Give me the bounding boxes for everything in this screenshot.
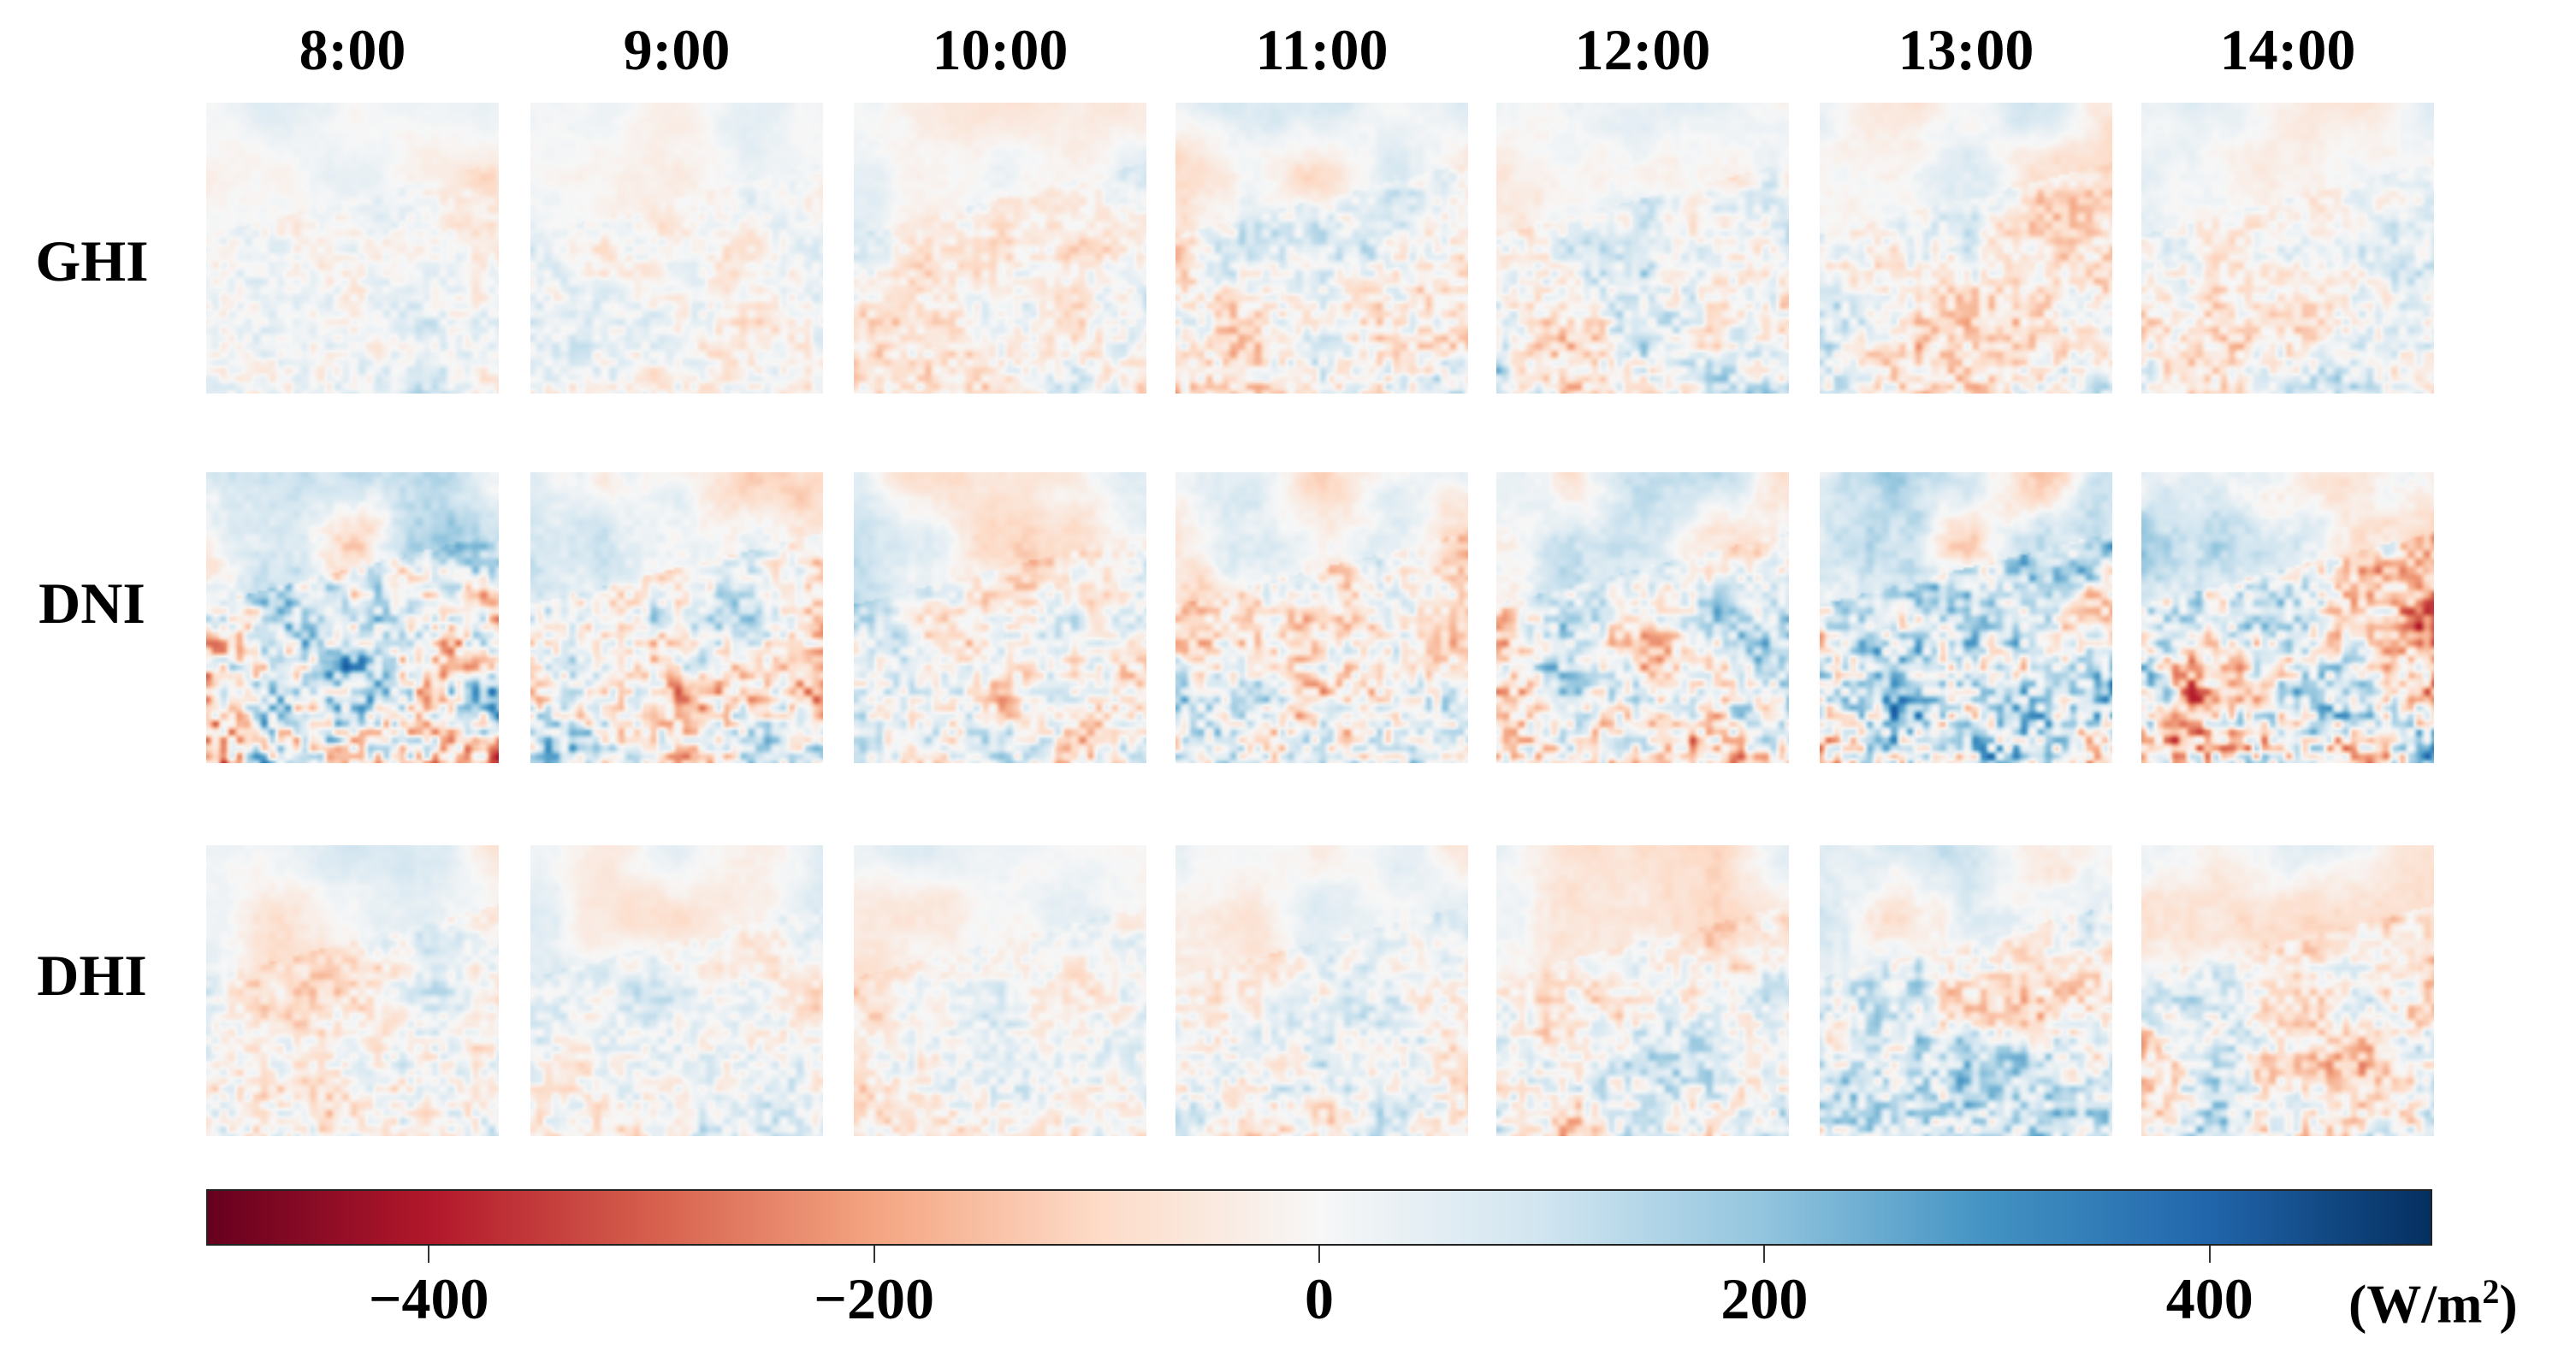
colorbar-tick — [1318, 1246, 1320, 1263]
colorbar-tick — [1763, 1246, 1766, 1263]
colorbar-tick-label: 0 — [1305, 1266, 1334, 1331]
row-label: DHI — [37, 943, 147, 1008]
colorbar-unit-label: (W/m2) — [2348, 1272, 2518, 1335]
colorbar-tick — [873, 1246, 875, 1263]
row-label: GHI — [35, 228, 149, 293]
heatmap-panel-dhi-1400 — [2141, 845, 2434, 1136]
heatmap-panel-dhi-1200 — [1496, 845, 1789, 1136]
column-label: 8:00 — [299, 17, 406, 82]
heatmap-panel-ghi-1300 — [1820, 103, 2112, 394]
colorbar-tick — [2208, 1246, 2211, 1263]
heatmap-panel-dni-1100 — [1175, 472, 1468, 763]
column-label: 12:00 — [1574, 17, 1711, 82]
heatmap-panel-ghi-1000 — [854, 103, 1146, 394]
colorbar-tick — [428, 1246, 430, 1263]
heatmap-panel-dhi-800 — [206, 845, 499, 1136]
heatmap-panel-ghi-1400 — [2141, 103, 2434, 394]
column-label: 10:00 — [932, 17, 1069, 82]
heatmap-panel-ghi-1100 — [1175, 103, 1468, 394]
heatmap-panel-ghi-1200 — [1496, 103, 1789, 394]
column-label: 9:00 — [623, 17, 731, 82]
colorbar-tick-label: −200 — [814, 1266, 934, 1331]
column-label: 14:00 — [2219, 17, 2356, 82]
heatmap-panel-dhi-1300 — [1820, 845, 2112, 1136]
heatmap-panel-dhi-900 — [530, 845, 823, 1136]
heatmap-panel-ghi-900 — [530, 103, 823, 394]
heatmap-panel-dhi-1000 — [854, 845, 1146, 1136]
heatmap-panel-ghi-800 — [206, 103, 499, 394]
heatmap-panel-dhi-1100 — [1175, 845, 1468, 1136]
heatmap-panel-dni-900 — [530, 472, 823, 763]
colorbar-tick-label: −400 — [368, 1266, 489, 1331]
heatmap-panel-dni-800 — [206, 472, 499, 763]
colorbar-tick-label: 400 — [2165, 1266, 2253, 1331]
row-label: DNI — [38, 571, 145, 636]
colorbar-tick-label: 200 — [1720, 1266, 1809, 1331]
column-label: 11:00 — [1255, 17, 1389, 82]
heatmap-panel-dni-1000 — [854, 472, 1146, 763]
heatmap-panel-dni-1200 — [1496, 472, 1789, 763]
colorbar — [206, 1189, 2432, 1246]
heatmap-panel-dni-1300 — [1820, 472, 2112, 763]
heatmap-panel-dni-1400 — [2141, 472, 2434, 763]
column-label: 13:00 — [1898, 17, 2034, 82]
